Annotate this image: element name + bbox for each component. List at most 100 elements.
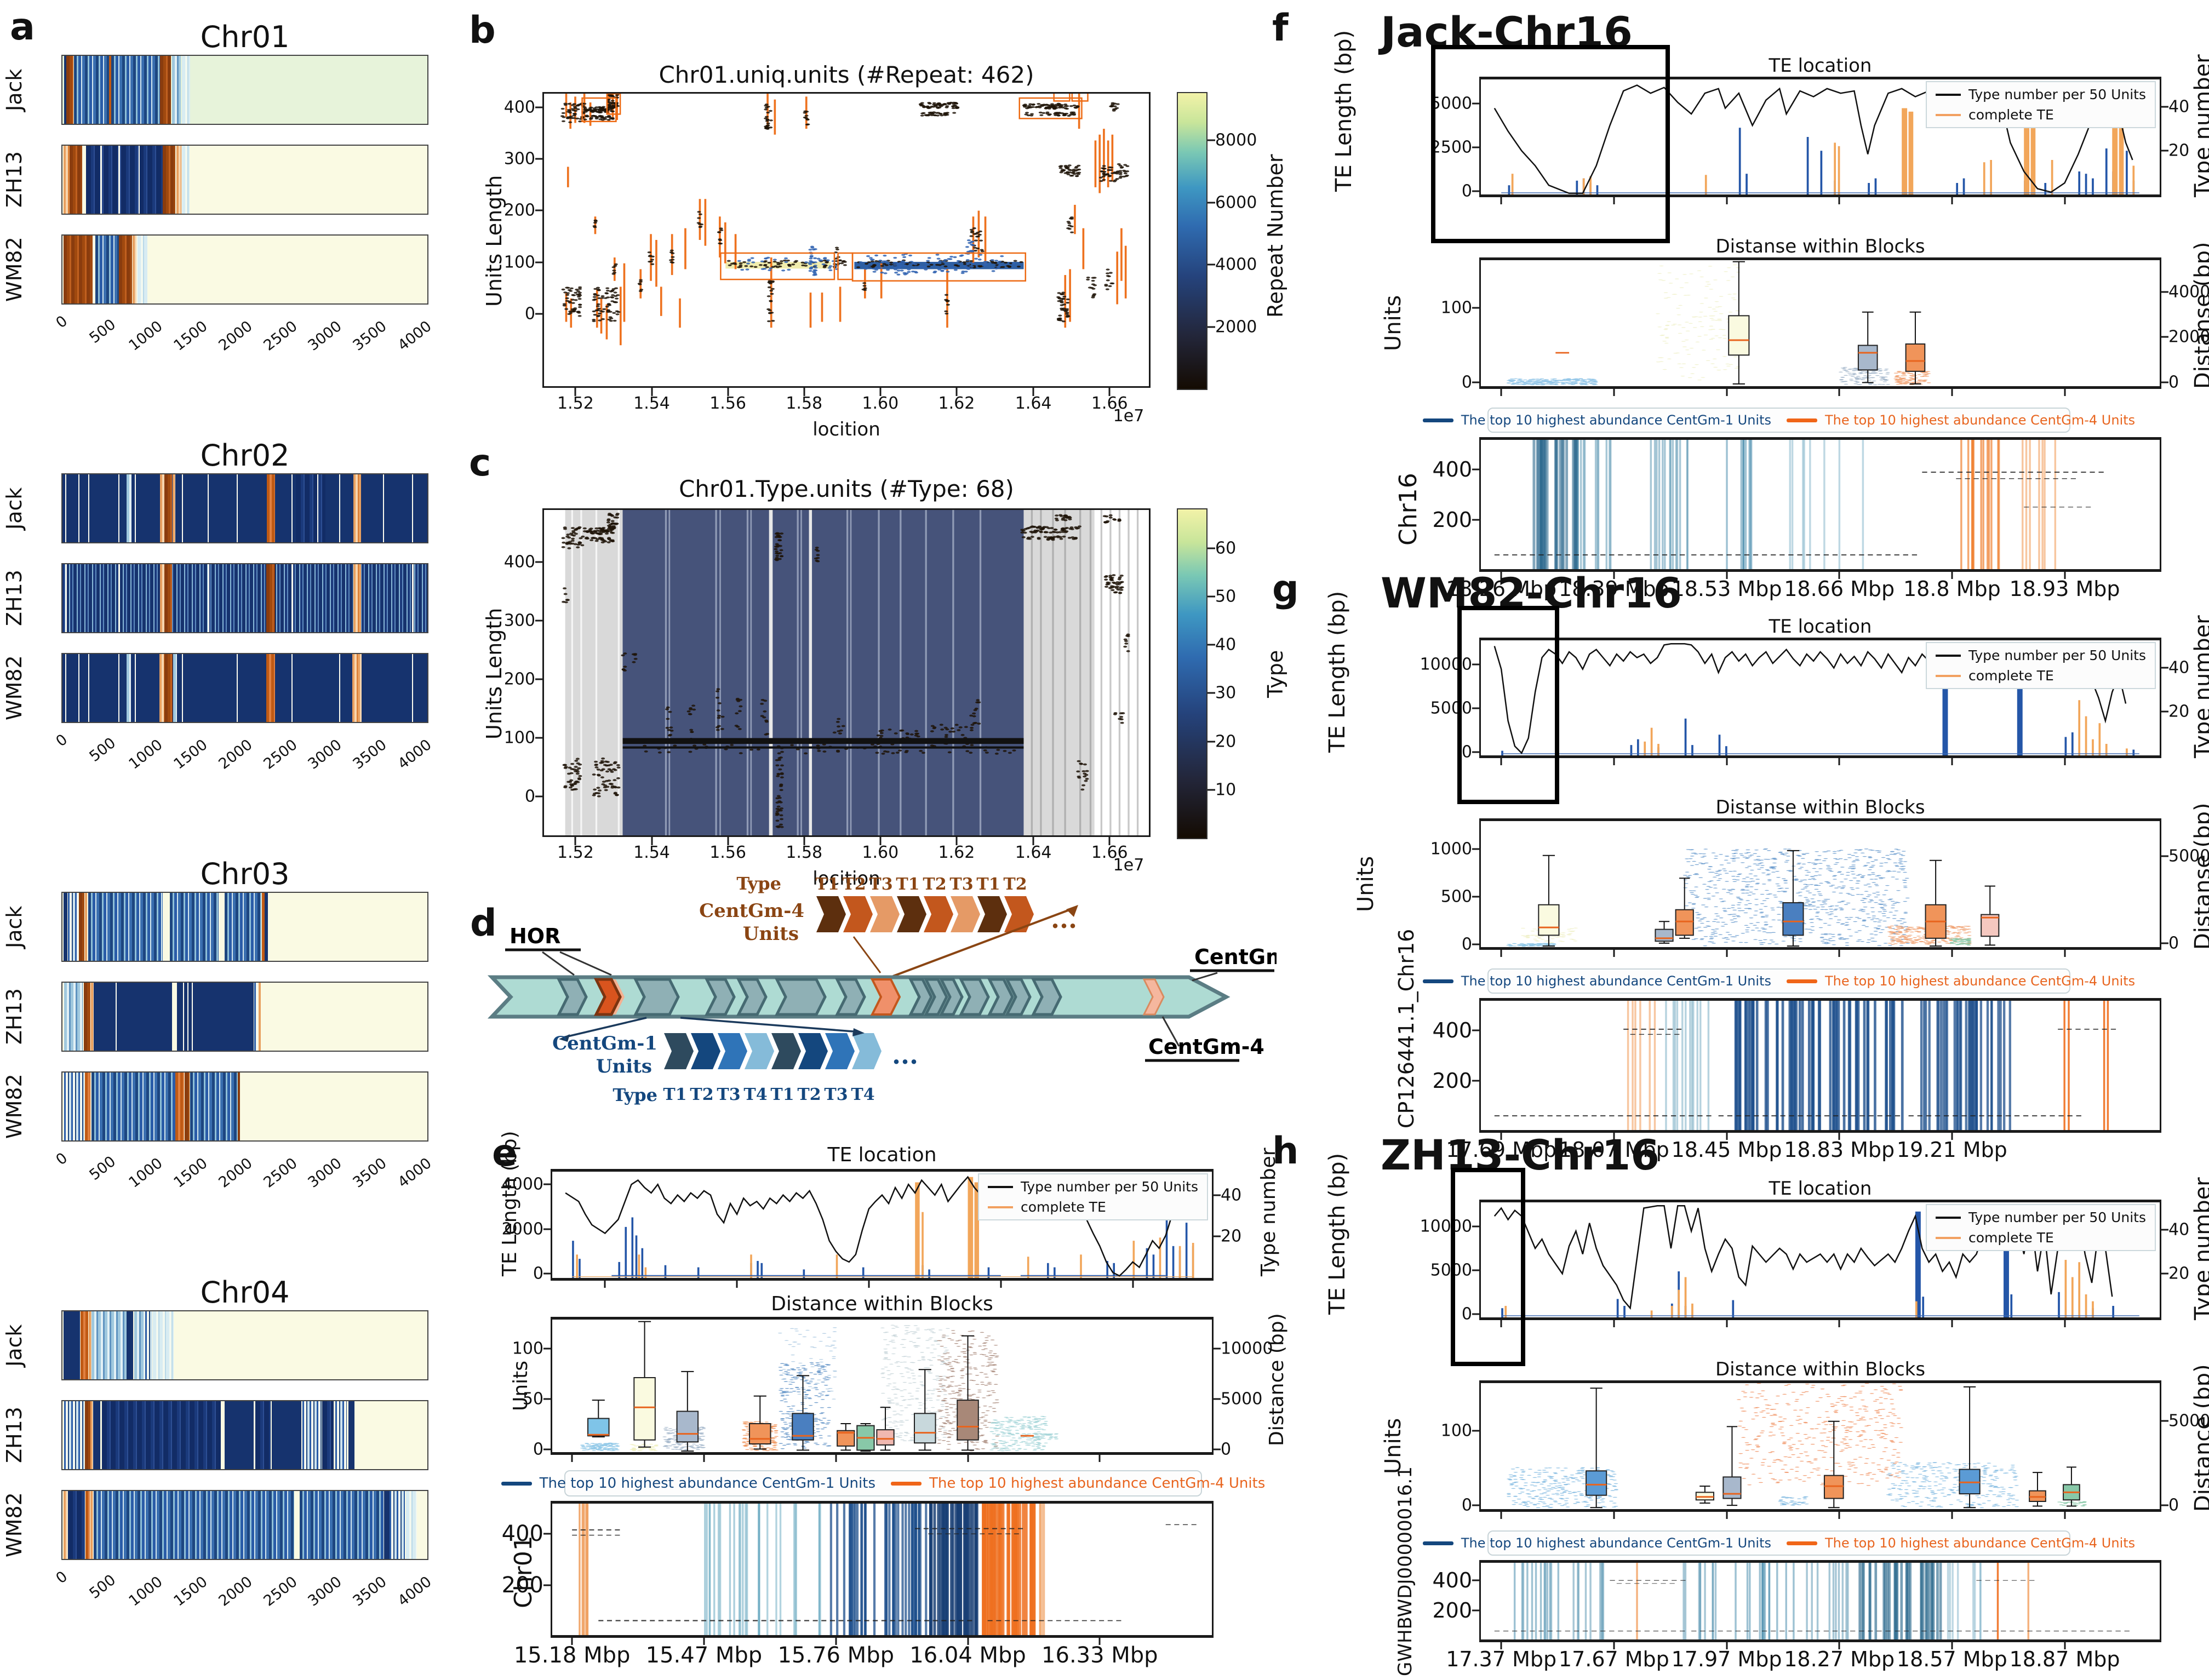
panel-e-box-plotwrap: 0 50 100 0 5000 10000: [512, 1317, 1273, 1462]
panel-b-scatter: 0 100 200 300 400 1.52 1.54 1.56 1.58 1.60 1.62 1.6…: [504, 92, 1151, 413]
centgm1-units-strip: T1 T2 T3 T4 T1 T2 T3 T4: [663, 1033, 882, 1104]
highlight-box: [1431, 45, 1670, 243]
black-line-icon: [987, 1185, 1013, 1188]
te-legend: Type number per 50 Units complete TE: [977, 1173, 1208, 1220]
row-label: Jack: [2, 905, 26, 948]
panel-f-box-ylabel: Units: [1381, 295, 1406, 352]
panel-b-offset: 1e7: [1113, 406, 1144, 426]
panel-e-te-rlabel: Type number: [1257, 1148, 1280, 1276]
panel-b-title: Chr01.uniq.units (#Repeat: 462): [659, 61, 1034, 88]
panel-b-ylabel: Units Length: [482, 175, 506, 307]
panel-g-track-plotwrap: 200 400 17.69 Mbp 18.07 Mbp 18.45 Mbp 18.83 M…: [1432, 998, 2161, 1162]
panel-e-te-title: TE location: [827, 1144, 937, 1166]
row-label: Jack: [2, 487, 26, 530]
centgm4-units-strip: T1 T2 T3 T1 T2 T3 T1 T2: [815, 875, 1034, 932]
panel-e-track-label: Chr01: [510, 1535, 537, 1609]
black-line-icon: [1935, 1216, 1961, 1219]
panel-c-label: c: [469, 441, 491, 485]
row-label: WM82: [2, 1492, 26, 1558]
panel-f-box-plotwrap: 0 100 0 2000 4000: [1441, 257, 2209, 396]
centgm1-dash-icon: [1422, 418, 1453, 422]
track-legend: The top 10 highest abundance CentGm-1 Un…: [1422, 408, 2135, 433]
svg-text:T2: T2: [797, 1085, 821, 1104]
legend-cg1: The top 10 highest abundance CentGm-1 Un…: [1461, 412, 1771, 428]
heatmap-chr02-wm82: 0200400600800: [61, 653, 428, 723]
panel-a-chr01: Chr01 Jack 0200400600800 ZH13 020040060080…: [2, 20, 435, 436]
svg-text:T2: T2: [842, 875, 866, 894]
panel-g-te-ylabel: TE Length (bp): [1325, 590, 1350, 753]
panel-e-box-rlabel: Distance (bp): [1266, 1313, 1288, 1446]
row-label: ZH13: [2, 151, 26, 208]
panel-f-box-title: Distanse within Blocks: [1715, 236, 1925, 257]
heatmap-chr02-zh13: 0200400600800: [61, 563, 428, 633]
centgm1-units-label1: CentGm-1: [552, 1033, 657, 1054]
centgm1-dash-icon: [501, 1481, 532, 1486]
heatmap-chr03-wm82: 0200400600800: [61, 1071, 428, 1142]
navy-connector-1: [563, 1017, 647, 1039]
panel-f-boxplot: 0 100 0 2000 4000: [1441, 257, 2209, 396]
svg-text:T3: T3: [869, 875, 892, 894]
panel-g-box-plotwrap: 0 500 1000 0 5000: [1430, 818, 2209, 957]
panel-e-te-plotwrap: 0 2000 4000 20 40 Type number per 50 Units c…: [502, 1169, 1241, 1288]
centgm4-dash-icon: [891, 1481, 922, 1486]
centgm4-units-label1: CentGm-4: [699, 900, 804, 922]
legend-type-number: Type number per 50 Units: [1020, 1179, 1198, 1195]
panel-h-track: 200 400 17.37 Mbp 17.67 Mbp 17.97 Mbp 18.27 M…: [1432, 1560, 2161, 1671]
svg-text:T4: T4: [851, 1085, 874, 1104]
panel-f-track: 200 400 18.26 Mbp 18.39 Mbp 18.53 Mbp 18.66 M…: [1432, 437, 2161, 601]
panel-h-label: h: [1272, 1129, 1299, 1173]
panel-e-track-plotwrap: 200 400 15.18 Mbp 15.47 Mbp 15.76 Mbp 16.04 M…: [502, 1501, 1214, 1668]
orange-line-icon: [1935, 113, 1961, 116]
panel-e-boxplot: 0 50 100 0 5000 10000: [512, 1317, 1273, 1462]
panel-h-boxplot: 0 100 0 5000: [1441, 1380, 2209, 1519]
panel-g-te-plotwrap: 0 5000 10000 20 40 Type number per 50 Units …: [1420, 638, 2189, 765]
chr04-title: Chr04: [200, 1275, 290, 1310]
svg-text:T2: T2: [1003, 875, 1027, 894]
legend-cg4: The top 10 highest abundance CentGm-4 Un…: [1825, 1535, 2136, 1551]
legend-cg4: The top 10 highest abundance CentGm-4 Un…: [1825, 412, 2136, 428]
te-legend: Type number per 50 Units complete TE: [1925, 642, 2156, 689]
heatmap-chr02-jack: 0200400600800: [61, 473, 428, 543]
panel-b-colorbar: 2000 4000 6000 8000: [1177, 92, 1257, 390]
black-line-icon: [1935, 93, 1961, 96]
panel-c-title: Chr01.Type.units (#Type: 68): [679, 475, 1014, 502]
legend-cg4: The top 10 highest abundance CentGm-4 Un…: [929, 1475, 1266, 1492]
panel-f-te-plotwrap: 0 2500 5000 20 40 Type number per 50 Units c…: [1430, 77, 2189, 204]
track-legend: The top 10 highest abundance CentGm-1 Un…: [1422, 1530, 2135, 1556]
orange-line-icon: [1935, 674, 1961, 677]
x-axis-labels: 0 500 1000 1500 2000 2500 3000 3500 4000: [53, 1568, 435, 1610]
panel-a-chr04: Chr04 Jack 0200400600800 ZH13 020040060080…: [2, 1275, 435, 1680]
track-legend: The top 10 highest abundance CentGm-1 Un…: [501, 1470, 1265, 1496]
panel-c-ylabel: Units Length: [482, 607, 506, 740]
centgm4-connector: [1161, 1016, 1180, 1047]
panel-c-scatter: 0 100 200 300 400 1.52 1.54 1.56 1.58 1.60 1.62 1.6…: [504, 508, 1151, 862]
chr02-title: Chr02: [200, 438, 290, 473]
panel-a-chr02: Chr02 Jack 0200400600800 ZH13 020040060080…: [2, 438, 435, 855]
panel-g-track: 200 400 17.69 Mbp 18.07 Mbp 18.45 Mbp 18.83 M…: [1432, 998, 2161, 1162]
bottom-type-word: Type: [613, 1085, 657, 1105]
centgm1-connector: [1192, 972, 1218, 982]
centgm1-label: CentGm-1: [1194, 945, 1277, 969]
svg-text:T3: T3: [717, 1085, 740, 1104]
row-label: WM82: [2, 1074, 26, 1139]
panel-f-te-title: TE location: [1769, 55, 1872, 77]
centgm4-dash-icon: [1787, 1541, 1817, 1545]
svg-text:T3: T3: [824, 1085, 848, 1104]
panel-c-plotwrap: 0 100 200 300 400 1.52 1.54 1.56 1.58 1.60 1.62 1.6…: [504, 508, 1151, 862]
top-type-word: Type: [736, 873, 781, 894]
legend-cg1: The top 10 highest abundance CentGm-1 Un…: [1461, 1535, 1771, 1551]
panel-h-te-title: TE location: [1769, 1178, 1872, 1200]
panel-b-xlabel: locition: [812, 418, 880, 440]
panel-h-box-rlabel: Distance (bp): [2190, 1364, 2209, 1512]
panel-g-box-title: Distanse within Blocks: [1715, 796, 1925, 818]
navy-connector-2: [680, 1017, 861, 1033]
panel-d-label: d: [470, 902, 497, 945]
legend-type-number: Type number per 50 Units: [1968, 87, 2146, 102]
panel-c-offset: 1e7: [1113, 856, 1144, 875]
svg-text:T1: T1: [976, 875, 1000, 894]
row-label: ZH13: [2, 1407, 26, 1464]
panel-g-box-ylabel: Units: [1353, 856, 1378, 913]
row-label: ZH13: [2, 570, 26, 627]
heatmap-chr04-zh13: 0200400600800: [61, 1400, 428, 1470]
legend-type-number: Type number per 50 Units: [1968, 647, 2146, 663]
